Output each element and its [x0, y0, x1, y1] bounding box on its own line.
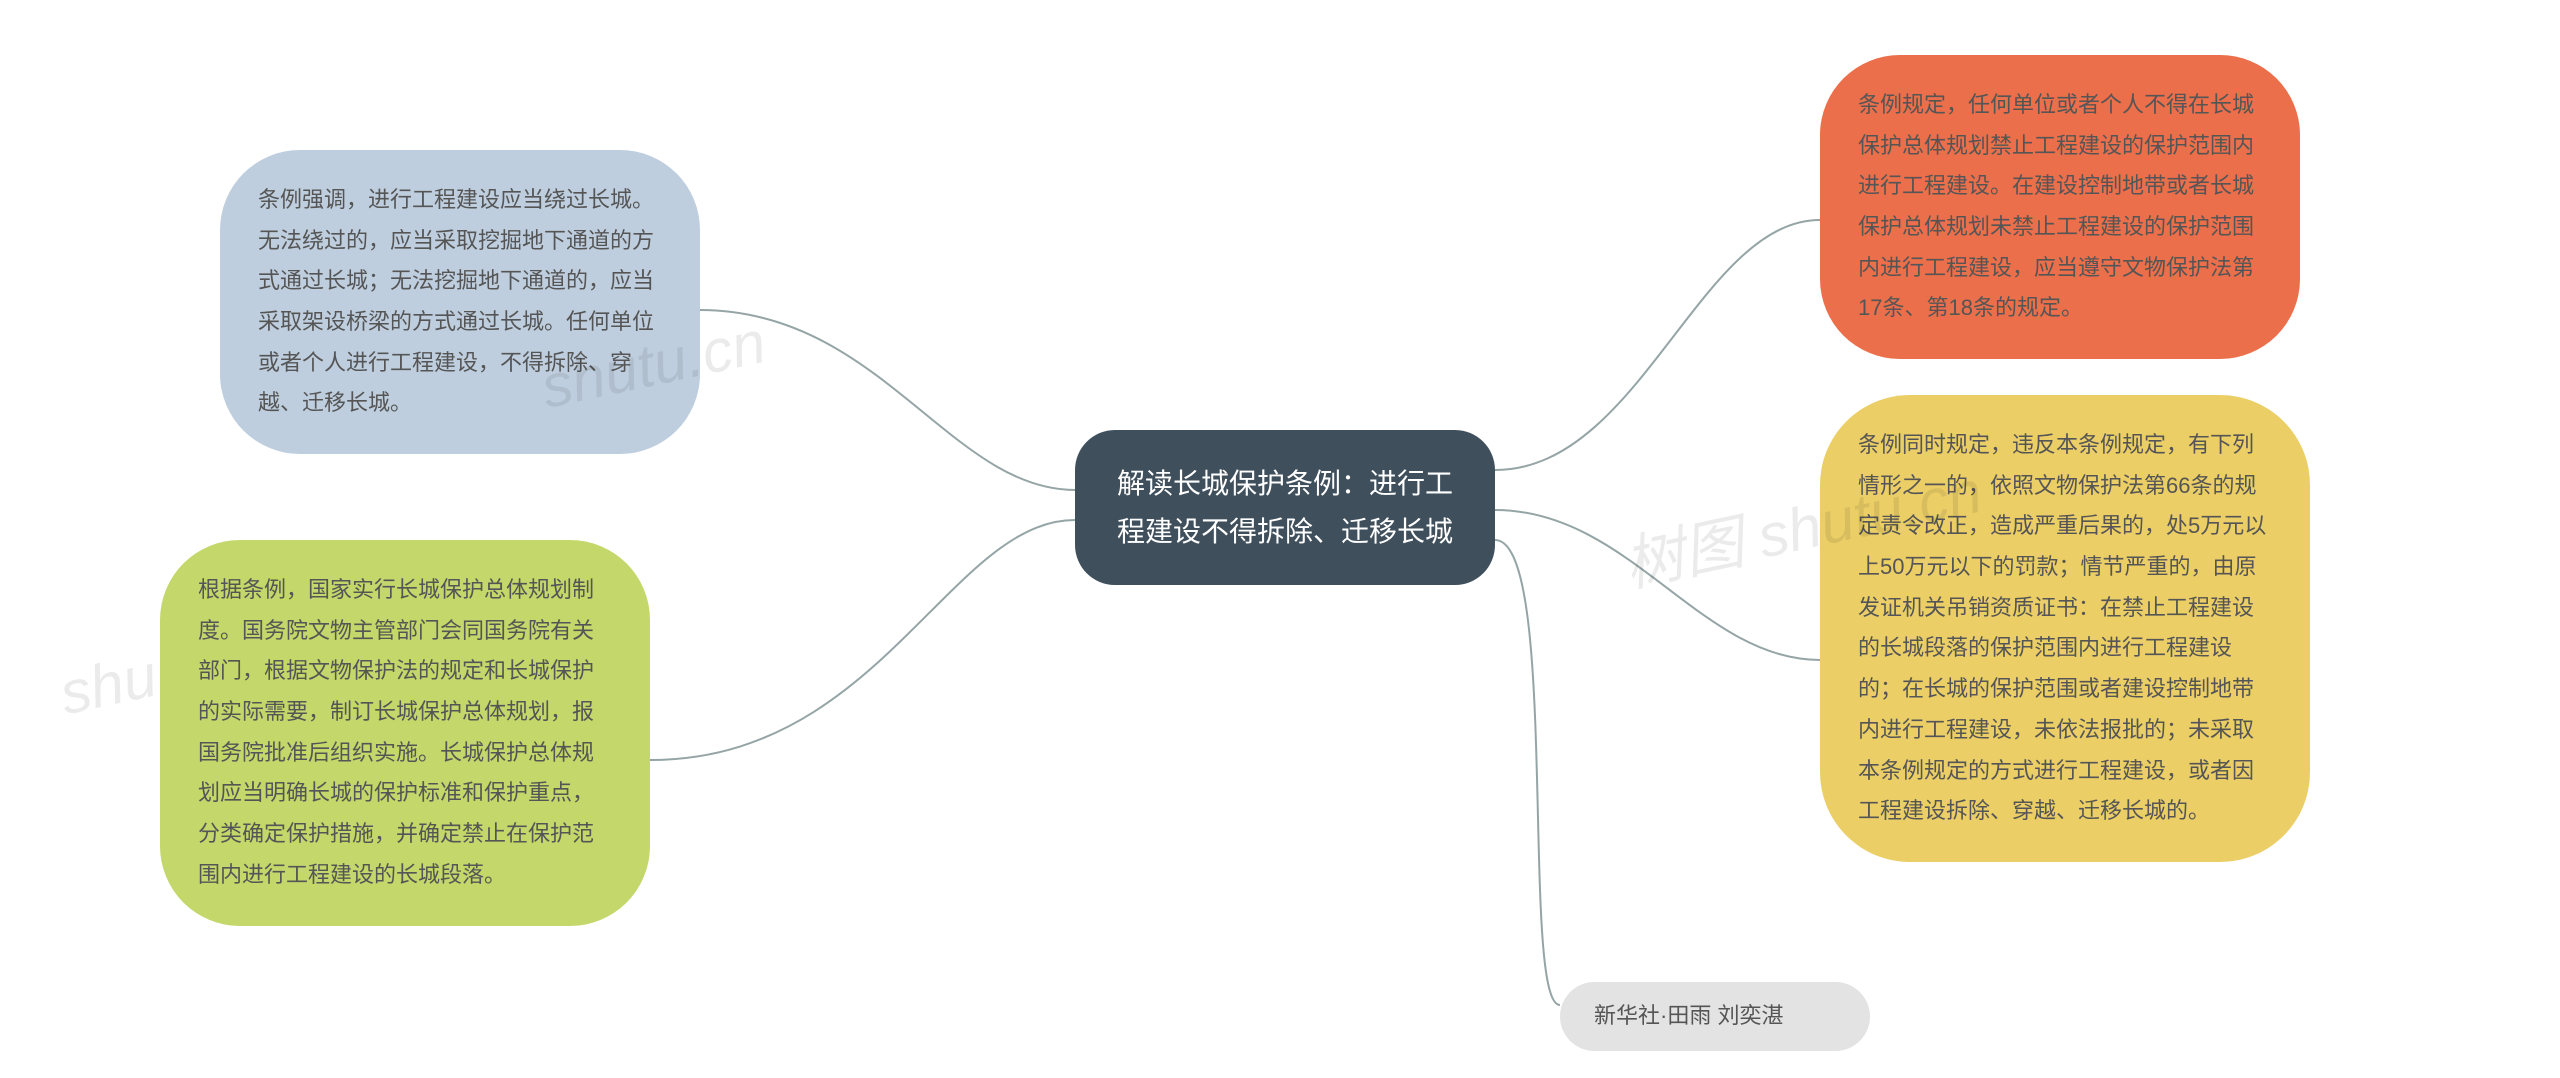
center-text: 解读长城保护条例：进行工程建设不得拆除、迁移长城 — [1117, 468, 1453, 547]
node-left-bottom-text: 根据条例，国家实行长城保护总体规划制度。国务院文物主管部门会同国务院有关部门，根… — [198, 577, 594, 887]
watermark: shu — [54, 641, 163, 729]
node-right-bottom-text: 新华社·田雨 刘奕湛 — [1594, 1003, 1783, 1028]
center-node: 解读长城保护条例：进行工程建设不得拆除、迁移长城 — [1075, 430, 1495, 585]
node-right-mid-text: 条例同时规定，违反本条例规定，有下列情形之一的，依照文物保护法第66条的规定责令… — [1858, 432, 2266, 823]
node-right-top-text: 条例规定，任何单位或者个人不得在长城保护总体规划禁止工程建设的保护范围内进行工程… — [1858, 92, 2254, 320]
node-right-mid: 条例同时规定，违反本条例规定，有下列情形之一的，依照文物保护法第66条的规定责令… — [1820, 395, 2310, 862]
node-right-top: 条例规定，任何单位或者个人不得在长城保护总体规划禁止工程建设的保护范围内进行工程… — [1820, 55, 2300, 359]
node-left-top: 条例强调，进行工程建设应当绕过长城。无法绕过的，应当采取挖掘地下通道的方式通过长… — [220, 150, 700, 454]
node-right-bottom: 新华社·田雨 刘奕湛 — [1560, 982, 1870, 1051]
node-left-top-text: 条例强调，进行工程建设应当绕过长城。无法绕过的，应当采取挖掘地下通道的方式通过长… — [258, 187, 654, 415]
node-left-bottom: 根据条例，国家实行长城保护总体规划制度。国务院文物主管部门会同国务院有关部门，根… — [160, 540, 650, 926]
